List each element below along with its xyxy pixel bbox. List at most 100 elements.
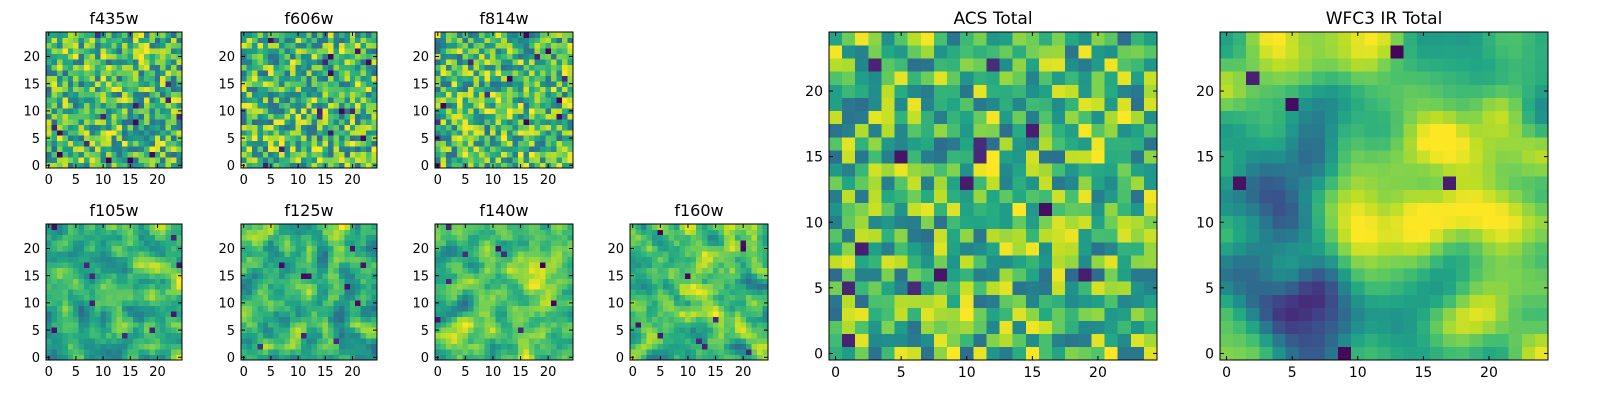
heatmap-cell [685, 256, 692, 263]
heatmap-cell [484, 48, 491, 55]
heatmap-cell [1052, 241, 1066, 256]
heatmap-cell [56, 300, 63, 306]
heatmap-cell [829, 294, 843, 308]
heatmap-cell [176, 224, 183, 230]
heatmap-cell [317, 48, 323, 55]
heatmap-cell [451, 272, 458, 279]
heatmap-cell [246, 311, 253, 317]
heatmap-cell [729, 224, 736, 230]
heatmap-cell [355, 151, 362, 158]
heatmap-cell [333, 129, 340, 136]
x-tick-label: 10 [485, 173, 502, 188]
heatmap-cell [84, 278, 90, 285]
heatmap-cell [73, 140, 79, 147]
heatmap-cell [154, 70, 161, 76]
heatmap-cell [344, 305, 351, 312]
heatmap-cell [105, 316, 112, 323]
heatmap-cell [176, 129, 183, 136]
heatmap-cell [740, 305, 747, 312]
heatmap-cell [457, 146, 463, 153]
heatmap-cell [333, 234, 340, 241]
heatmap-cell [881, 281, 895, 295]
heatmap-cell [322, 332, 329, 339]
heatmap-cell [246, 129, 253, 136]
heatmap-cell [138, 229, 145, 236]
heatmap-cell [539, 234, 546, 241]
heatmap-cell [435, 59, 441, 65]
heatmap-cell [468, 32, 474, 38]
heatmap-cell [143, 119, 150, 125]
heatmap-cell [451, 151, 458, 158]
heatmap-cell [696, 321, 703, 328]
heatmap-cell [165, 48, 172, 55]
heatmap-cell [349, 48, 356, 55]
heatmap-cell [78, 146, 85, 153]
heatmap-cell [539, 267, 546, 274]
heatmap-cell [105, 135, 112, 142]
heatmap-cell [300, 305, 307, 312]
heatmap-cell [635, 234, 642, 241]
heatmap-cell [371, 289, 378, 296]
heatmap-cell [690, 316, 697, 323]
heatmap-cell [556, 48, 563, 55]
heatmap-cell [468, 234, 474, 241]
heatmap-cell [116, 300, 123, 306]
heatmap-cell [501, 70, 508, 76]
heatmap-cell [94, 124, 101, 131]
heatmap-cell [462, 86, 469, 93]
heatmap-cell [561, 251, 568, 257]
heatmap-cell [160, 119, 167, 125]
heatmap-cell [947, 294, 961, 308]
heatmap-cell [160, 162, 167, 169]
heatmap-cell [78, 343, 85, 350]
heatmap-cell [116, 119, 123, 125]
heatmap-cell [349, 64, 356, 71]
heatmap-cell [279, 349, 285, 355]
heatmap-cell [262, 75, 269, 82]
heatmap-cell [165, 343, 172, 350]
heatmap-cell [84, 42, 90, 49]
heatmap-cell [273, 305, 280, 312]
heatmap-cell [311, 311, 318, 317]
y-tick-label: 10 [23, 105, 40, 120]
heatmap-acs-total [829, 32, 1158, 361]
heatmap-cell [371, 129, 378, 136]
heatmap-cell [457, 91, 463, 98]
heatmap-cell [289, 245, 296, 252]
heatmap-cell [100, 86, 107, 93]
heatmap-cell [289, 300, 296, 306]
heatmap-cell [371, 157, 378, 163]
heatmap-cell [550, 113, 557, 120]
heatmap-cell [451, 327, 458, 334]
heatmap-cell [149, 42, 156, 49]
heatmap-cell [328, 343, 334, 350]
heatmap-cell [550, 37, 557, 44]
heatmap-cell [479, 32, 486, 38]
heatmap-cell [762, 311, 769, 317]
heatmap-cell [512, 245, 519, 252]
heatmap-cell [999, 163, 1014, 177]
x-tick-label: 5 [461, 173, 469, 188]
panel-title: f606w [284, 9, 333, 28]
heatmap-cell [490, 289, 497, 296]
heatmap-cell [457, 234, 463, 241]
heatmap-cell [539, 70, 546, 76]
heatmap-cell [947, 346, 961, 361]
heatmap-cell [561, 119, 568, 125]
heatmap-cell [881, 294, 895, 308]
heatmap-cell [165, 224, 172, 230]
heatmap-cell [652, 289, 658, 296]
heatmap-cell [947, 333, 961, 348]
heatmap-cell [268, 37, 274, 44]
heatmap-cell [317, 108, 323, 114]
heatmap-cell [528, 338, 535, 345]
heatmap-cell [262, 234, 269, 241]
heatmap-cell [246, 64, 253, 71]
heatmap-cell [986, 163, 1000, 177]
heatmap-cell [122, 240, 128, 247]
heatmap-cell [122, 321, 128, 328]
heatmap-cell [154, 42, 161, 49]
heatmap-cell [740, 240, 747, 247]
heatmap-cell [338, 146, 345, 153]
heatmap-cell [534, 316, 541, 323]
